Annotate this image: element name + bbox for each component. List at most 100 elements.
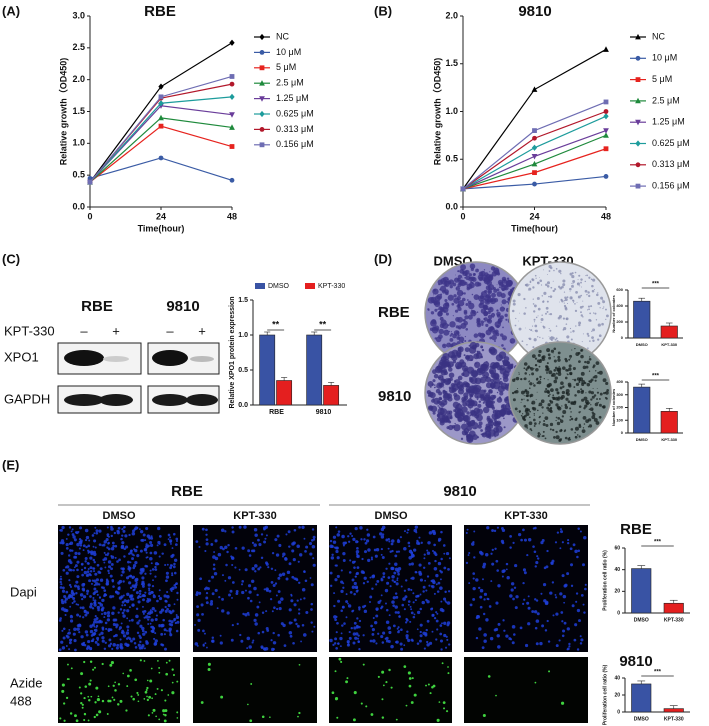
colony [453, 294, 456, 297]
nucleus [166, 572, 169, 575]
nucleus [60, 581, 62, 583]
nucleus [232, 581, 235, 584]
nucleus [72, 597, 75, 600]
nucleus [125, 546, 128, 549]
colony [574, 401, 577, 404]
nucleus [142, 598, 145, 601]
nucleus [232, 624, 234, 626]
nucleus [141, 644, 144, 647]
colony [532, 346, 534, 348]
nucleus [420, 594, 422, 596]
colony [513, 398, 516, 401]
nucleus [104, 552, 106, 554]
nucleus [413, 529, 417, 533]
nucleus [446, 552, 449, 555]
nucleus [86, 593, 88, 595]
colony [549, 330, 551, 332]
colony [482, 433, 485, 436]
colony [575, 310, 577, 312]
colony [449, 372, 455, 378]
colony [546, 307, 549, 310]
colony [494, 298, 498, 302]
nucleus [148, 611, 152, 615]
colony [557, 358, 560, 361]
colony [454, 423, 455, 424]
nucleus [334, 578, 337, 581]
nucleus [159, 597, 162, 600]
colony [563, 327, 566, 330]
nucleus [116, 560, 119, 563]
nucleus [278, 600, 282, 604]
colony [481, 291, 487, 297]
nucleus [338, 530, 341, 533]
nucleus [355, 632, 358, 635]
colony [591, 285, 594, 288]
colony [519, 313, 520, 314]
colony [522, 340, 524, 342]
nucleus [300, 641, 302, 643]
nucleus [195, 540, 198, 543]
nucleus [120, 567, 122, 569]
nucleus [380, 578, 383, 581]
edu-cell [113, 699, 115, 701]
colony [572, 330, 574, 332]
nucleus [546, 550, 548, 552]
colony [579, 405, 582, 408]
colony [505, 362, 510, 367]
colony [570, 439, 571, 440]
nucleus [74, 538, 77, 541]
colony [603, 406, 604, 407]
nucleus [280, 597, 283, 600]
colony [574, 432, 576, 434]
nucleus [528, 538, 531, 541]
nucleus [79, 548, 81, 550]
blot-sign: + [198, 323, 206, 338]
nucleus [112, 606, 115, 609]
nucleus [146, 552, 148, 554]
colony [556, 372, 558, 374]
nucleus [244, 613, 247, 616]
nucleus [264, 588, 266, 590]
y-tick-label: 1.0 [72, 138, 85, 148]
y-axis-label: Number of colonies [611, 295, 616, 333]
nucleus [100, 579, 103, 582]
nucleus [112, 580, 114, 582]
nucleus [329, 545, 333, 549]
nucleus [301, 526, 304, 529]
colony [590, 398, 592, 400]
nucleus [497, 584, 500, 587]
colony [583, 407, 585, 409]
nucleus [104, 593, 107, 596]
colony [538, 308, 541, 311]
nucleus [434, 560, 436, 562]
colony [530, 367, 533, 370]
edu-cell [340, 661, 342, 663]
nucleus [198, 546, 200, 548]
nucleus [341, 535, 345, 539]
nucleus [141, 582, 145, 586]
colony [574, 394, 577, 397]
nucleus [391, 600, 395, 604]
colony [496, 309, 498, 311]
nucleus [353, 626, 356, 629]
nucleus [349, 637, 352, 640]
nucleus [433, 544, 436, 547]
nucleus [536, 642, 539, 645]
nucleus [400, 628, 403, 631]
colony [462, 278, 463, 279]
nucleus [375, 555, 378, 558]
nucleus [114, 618, 117, 621]
nucleus [416, 541, 420, 545]
colony [534, 338, 537, 341]
colony [514, 378, 516, 380]
nucleus [169, 611, 172, 614]
colony [542, 412, 543, 413]
colony [465, 328, 468, 331]
colony [558, 317, 561, 320]
nucleus [564, 622, 567, 625]
data-point [229, 94, 234, 100]
colony [559, 438, 562, 441]
nucleus [148, 588, 150, 590]
colony [532, 326, 533, 327]
colony [523, 312, 526, 315]
